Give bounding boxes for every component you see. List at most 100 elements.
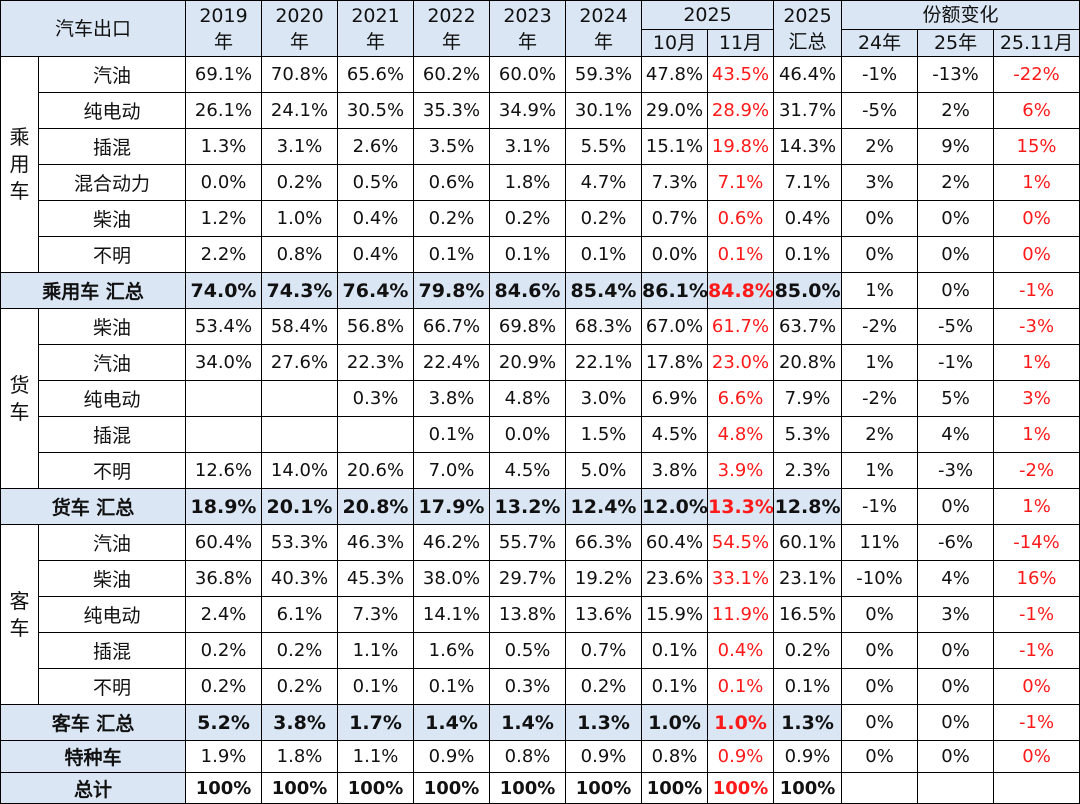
table-cell: 18.9% [185,488,263,525]
table-cell: 0.1% [773,668,843,705]
table-cell: 20.1% [261,488,339,525]
fuel-type-label: 纯电动 [37,596,187,633]
table-cell: -5% [841,92,919,129]
table-cell: 74.3% [261,272,339,309]
table-cell: 6.1% [261,596,339,633]
fuel-type-label: 柴油 [37,560,187,597]
table-cell: 33.1% [707,560,775,597]
table-cell: -3% [993,308,1080,345]
table-cell: 0.4% [337,236,415,273]
table-cell: 0.8% [261,236,339,273]
table-row: 纯电动 0.3% 3.8% 4.8% 3.0% 6.9% 6.6% 7.9% -2% 5% 3% [1,380,1080,417]
fuel-type-label: 汽油 [37,524,187,561]
table-cell: 20.8% [773,344,843,381]
table-cell: 0% [917,632,995,669]
table-row: 混合动力 0.0% 0.2% 0.5% 0.6% 1.8% 4.7% 7.3% 7.1% 7.1%… [1,164,1080,201]
table-cell: 0% [841,668,919,705]
table-cell: 35.3% [413,92,491,129]
table-cell: 0.1% [641,632,709,669]
fuel-type-label: 混合动力 [37,164,187,201]
fuel-type-label: 不明 [37,452,187,489]
table-row: 客车汽油 60.4% 53.3% 46.3% 46.2% 55.7% 66.3% 60.4% 5… [0,524,1080,705]
table-cell: 3% [993,380,1080,417]
vehicle-category-label: 乘用车 [0,56,39,273]
category-char: 用 [9,152,30,176]
fuel-type-label: 不明 [37,668,187,705]
table-body: 乘用车汽油 69.1% 70.8% 65.6% 60.2% 60.0% 59.3% 47.8%… [0,56,1080,804]
table-cell: 36.8% [185,560,263,597]
table-corner-header: 汽车出口 [0,0,187,57]
table-cell: 86.1% [641,272,709,309]
table-cell: 11% [841,524,919,561]
fuel-type-label: 不明 [37,236,187,273]
table-cell: 0.2% [413,200,491,237]
table-cell: 4% [917,560,995,597]
table-cell: 1.3% [185,128,263,165]
table-cell: 0.5% [489,632,567,669]
table-cell: 3.8% [641,452,709,489]
table-cell: 68.3% [565,308,643,345]
fuel-type-label: 汽油 [37,56,187,93]
table-cell: 16.5% [773,596,843,633]
table-cell: 0.0% [641,236,709,273]
table-cell: 23.0% [707,344,775,381]
table-cell: 0% [917,200,995,237]
category-char: 客 [9,588,30,613]
table-cell: 63.7% [773,308,843,345]
table-cell: 9% [917,128,995,165]
category-char: 车 [9,615,30,640]
table-cell: -14% [993,524,1080,561]
category-char: 货 [9,372,30,397]
table-cell: 13.3% [707,488,775,525]
table-cell: 4% [917,416,995,453]
table-cell: 19.8% [707,128,775,165]
table-cell: 0% [917,272,995,309]
fuel-type-label: 汽油 [37,344,187,381]
table-cell: 4.7% [565,164,643,201]
table-cell: 0.2% [565,668,643,705]
table-row: 插混 1.3% 3.1% 2.6% 3.5% 3.1% 5.5% 15.1% 19.8% 14.3… [1,128,1080,165]
summary-2025-header: 2025 汇总 [773,0,843,57]
table-cell: 0% [917,704,995,741]
summary-row: 货车 汇总 18.9% 20.1% 20.8% 17.9% 13.2% 12.4% 12.0%… [0,488,1080,525]
table-cell: 5.2% [185,704,263,741]
table-cell: 2% [841,128,919,165]
table-cell: -22% [993,56,1080,93]
table-cell: 30.5% [337,92,415,129]
table-cell: 27.6% [261,344,339,381]
table-cell: 14.3% [773,128,843,165]
table-cell: 0.7% [641,200,709,237]
table-cell: 1.8% [489,164,567,201]
table-cell: 34.9% [489,92,567,129]
year-header: 2020 年 [261,0,339,57]
table-cell: 0.5% [337,164,415,201]
table-cell: 0.1% [413,416,491,453]
table-cell: 0% [841,596,919,633]
table-cell: 66.7% [413,308,491,345]
table-cell: 23.6% [641,560,709,597]
table-cell: 12.6% [185,452,263,489]
table-cell: 1% [841,272,919,309]
vehicle-category-label: 货车 [0,308,39,489]
month-10-header: 10月 [641,29,709,57]
year-header: 2024 年 [565,0,643,57]
table-cell: 2.4% [185,596,263,633]
table-cell: 70.8% [261,56,339,93]
table-cell: 12.8% [773,488,843,525]
table-cell: 29.7% [489,560,567,597]
table-cell: 0.2% [185,632,263,669]
table-cell: 0.9% [773,740,843,773]
table-row: 汽油 34.0% 27.6% 22.3% 22.4% 20.9% 22.1% 17.8% 23.… [1,344,1080,381]
table-cell: 85.4% [565,272,643,309]
table-cell: 3.5% [413,128,491,165]
table-cell: 15% [993,128,1080,165]
table-cell: 0.1% [489,236,567,273]
table-cell: 1.6% [413,632,491,669]
table-cell: 11.9% [707,596,775,633]
table-cell: 13.8% [489,596,567,633]
table-cell: 17.9% [413,488,491,525]
table-cell: -1% [993,632,1080,669]
table-cell: 0.2% [565,200,643,237]
table-cell: 60.2% [413,56,491,93]
table-cell: 4.5% [641,416,709,453]
